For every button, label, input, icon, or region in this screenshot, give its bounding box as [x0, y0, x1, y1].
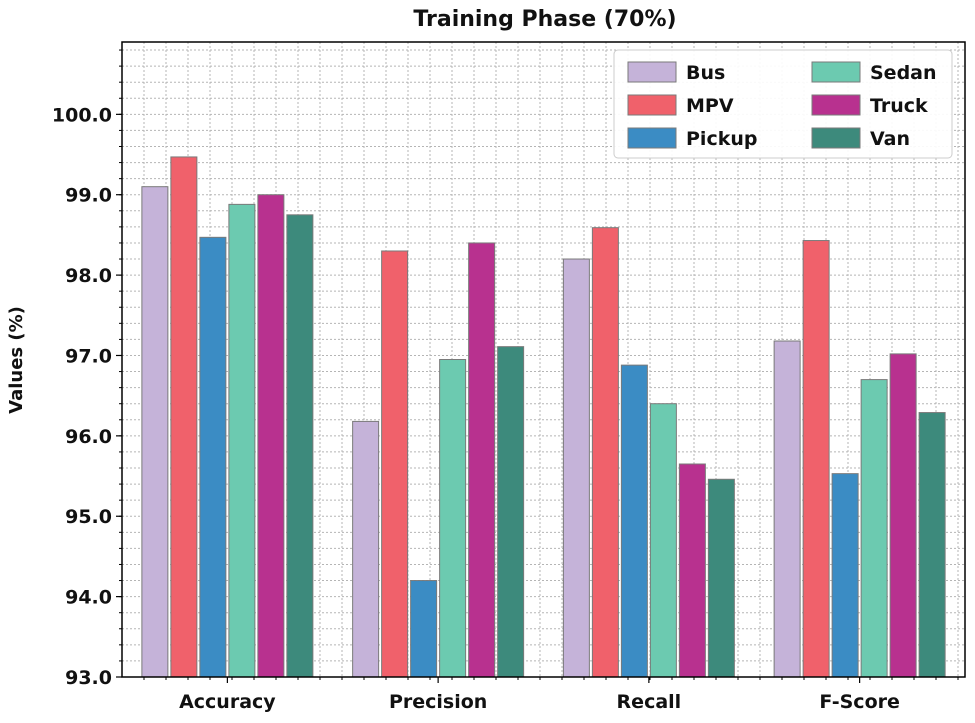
- legend-swatch-truck: [811, 94, 861, 116]
- bar-truck-accuracy: [257, 194, 285, 678]
- legend-label-truck: Truck: [870, 95, 928, 117]
- y-axis-label: Values (%): [6, 306, 27, 414]
- y-tick-label: 93.0: [65, 667, 112, 689]
- bar-mpv-accuracy: [170, 156, 198, 678]
- axes: Accuracy Precision Recall F-Score 93.0 94.0 95…: [52, 41, 966, 713]
- bar-truck-fscore: [889, 353, 917, 678]
- bar-sedan-precision: [439, 359, 467, 678]
- legend-label-sedan: Sedan: [870, 62, 937, 84]
- bar-van-recall: [707, 478, 735, 678]
- y-tick-label: 98.0: [65, 265, 112, 287]
- bar-bus-accuracy: [141, 186, 169, 678]
- bar-pickup-accuracy: [199, 236, 227, 678]
- bar-bus-precision: [352, 420, 380, 678]
- legend-label-pickup: Pickup: [686, 128, 757, 150]
- legend-swatch-bus: [627, 61, 677, 83]
- y-tick-label: 94.0: [65, 587, 112, 609]
- plot-frame: [121, 41, 966, 678]
- y-tick-label: 99.0: [65, 185, 112, 207]
- bar-pickup-precision: [410, 580, 438, 678]
- legend-label-mpv: MPV: [686, 95, 734, 117]
- bar-mpv-precision: [381, 250, 409, 678]
- legend-swatch-mpv: [627, 94, 677, 116]
- bar-mpv-recall: [591, 227, 619, 678]
- bar-bus-recall: [562, 258, 590, 678]
- legend-label-van: Van: [870, 128, 910, 150]
- bar-van-accuracy: [286, 214, 314, 678]
- bar-sedan-accuracy: [228, 203, 256, 678]
- y-tick-label: 95.0: [65, 506, 112, 528]
- bar-mpv-fscore: [802, 240, 830, 678]
- y-tick-label: 96.0: [65, 426, 112, 448]
- bar-sedan-recall: [649, 403, 677, 678]
- legend-swatch-sedan: [811, 61, 861, 83]
- bars: [141, 156, 946, 678]
- bar-van-precision: [497, 346, 525, 678]
- bar-bus-fscore: [773, 340, 801, 678]
- chart-title: Training Phase (70%): [413, 7, 676, 32]
- bar-truck-precision: [468, 242, 496, 678]
- bar-pickup-fscore: [831, 473, 859, 678]
- x-tick-label: F-Score: [819, 691, 900, 713]
- legend-swatch-pickup: [627, 127, 677, 149]
- bar-van-fscore: [918, 412, 946, 678]
- x-tick-label: Precision: [389, 691, 487, 713]
- y-tick-label: 100.0: [52, 104, 112, 126]
- x-tick-label: Accuracy: [179, 691, 276, 713]
- legend-swatch-van: [811, 127, 861, 149]
- x-tick-label: Recall: [617, 691, 682, 713]
- y-tick-label: 97.0: [65, 345, 112, 367]
- bar-sedan-fscore: [860, 379, 888, 678]
- bar-pickup-recall: [620, 364, 648, 678]
- legend-label-bus: Bus: [686, 62, 725, 84]
- bar-truck-recall: [678, 463, 706, 678]
- legend-box: [613, 49, 953, 159]
- legend: Bus MPV Pickup Sedan Truck Van: [613, 49, 953, 159]
